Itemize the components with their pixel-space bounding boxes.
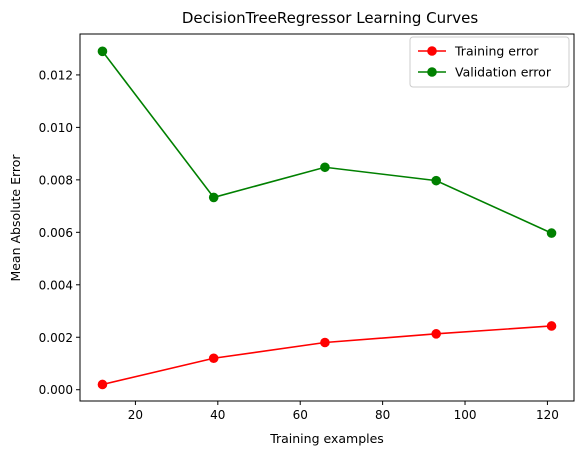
y-tick-label: 0.006 <box>39 226 73 240</box>
x-axis-label: Training examples <box>269 431 384 446</box>
training-error-point <box>320 337 330 348</box>
training-error-point <box>546 321 557 331</box>
x-tick-label: 40 <box>210 408 225 422</box>
x-tick-label: 80 <box>375 408 390 422</box>
x-tick-label: 120 <box>536 408 559 422</box>
validation-error-point <box>320 162 330 173</box>
y-tick-label: 0.004 <box>39 278 73 292</box>
training-error-point <box>208 353 219 364</box>
axes-frame <box>79 33 575 402</box>
x-tick-label: 60 <box>293 408 308 422</box>
y-axis-label: Mean Absolute Error <box>8 154 23 282</box>
legend-validation-error-marker <box>427 67 437 77</box>
training-error-point <box>431 329 441 339</box>
validation-error-point <box>431 175 441 186</box>
training-error-point <box>97 379 108 390</box>
plot-area: 20 40 60 80 100 120 0.000 0.002 0.004 0.006 0.008 0… <box>39 33 575 422</box>
validation-error-point <box>97 46 108 57</box>
x-tick-label: 100 <box>454 408 477 422</box>
validation-error-point <box>546 228 557 238</box>
legend-training-error-marker <box>427 46 437 56</box>
y-tick-label: 0.008 <box>39 173 73 187</box>
legend-training-error-label: Training error <box>454 44 539 59</box>
y-tick-label: 0.012 <box>39 68 73 82</box>
y-tick-label: 0.000 <box>39 383 73 397</box>
legend-box <box>409 36 570 88</box>
y-tick-label: 0.002 <box>39 331 73 345</box>
chart-title: DecisionTreeRegressor Learning Curves <box>182 9 479 27</box>
legend-validation-error-label: Validation error <box>455 65 552 80</box>
x-tick-label: 20 <box>128 408 143 422</box>
validation-error-point <box>208 192 219 203</box>
y-tick-label: 0.010 <box>39 121 73 135</box>
